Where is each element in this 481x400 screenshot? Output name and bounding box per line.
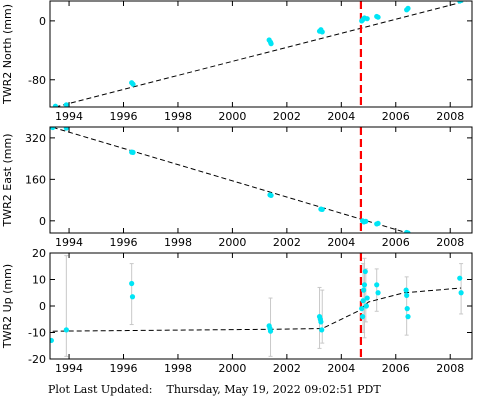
data-point (364, 295, 370, 301)
y-tick-label: -20 (28, 353, 46, 366)
x-tick-label: 2008 (436, 362, 464, 375)
data-point (457, 275, 463, 281)
y-axis-label: TWR2 Up (mm) (1, 264, 14, 349)
x-tick-label: 1998 (164, 236, 192, 249)
panel-frame (49, 126, 473, 234)
data-point (130, 149, 136, 155)
data-point (361, 287, 367, 293)
x-tick-label: 2006 (382, 110, 410, 123)
trend-line (55, 1, 467, 107)
data-point (375, 220, 381, 227)
data-point (364, 16, 370, 22)
data-point (359, 306, 365, 312)
plot-area-up (50, 253, 464, 359)
x-tick-label: 2000 (218, 110, 246, 123)
x-tick-label: 2000 (218, 236, 246, 249)
data-point (52, 103, 59, 107)
data-point (359, 314, 366, 320)
data-point (319, 29, 325, 35)
data-point (267, 328, 274, 334)
x-tick-label: 2002 (273, 362, 301, 375)
data-point (360, 298, 366, 304)
y-tick-label: 0 (39, 15, 46, 28)
data-point (375, 290, 381, 296)
plot-area-east (50, 127, 411, 233)
trend-line (52, 127, 410, 233)
data-point (319, 206, 325, 213)
x-tick-label: 1994 (55, 362, 83, 375)
y-tick-label: 0 (39, 215, 46, 228)
data-point (63, 327, 69, 333)
plot-area-north (52, 1, 467, 107)
y-axis-label: TWR2 North (mm) (1, 4, 14, 105)
data-point (375, 14, 381, 20)
data-point (403, 287, 409, 293)
x-tick-label: 1994 (55, 110, 83, 123)
x-tick-label: 1996 (110, 110, 138, 123)
data-point (374, 282, 380, 288)
data-point (268, 41, 274, 47)
data-point (268, 192, 274, 199)
panel-up: 1994 1996 1998 2000 2002 2004 2006 2008 -20 -10 0 1… (1, 247, 473, 375)
y-tick-label: 320 (25, 132, 46, 145)
panel-east: 1994 1996 1998 2000 2002 2004 2006 2008 0 160 320 T… (1, 126, 473, 249)
x-tick-label: 1998 (164, 110, 192, 123)
data-point (50, 337, 54, 344)
data-point (362, 268, 368, 275)
panel-frame (49, 252, 473, 360)
data-point (63, 127, 69, 131)
data-point (405, 314, 411, 320)
x-tick-label: 2002 (273, 236, 301, 249)
trend-line (52, 287, 462, 332)
x-tick-label: 1996 (110, 236, 138, 249)
y-axis-label: TWR2 East (mm) (1, 134, 14, 228)
footer-label: Plot Last Updated: (48, 383, 153, 396)
y-tick-label: 160 (25, 173, 46, 186)
data-point (458, 290, 464, 296)
data-point (50, 127, 56, 131)
data-point (404, 306, 410, 312)
x-tick-label: 2004 (327, 362, 355, 375)
data-point (363, 218, 369, 224)
x-tick-label: 2008 (436, 110, 464, 123)
data-point (63, 102, 69, 107)
x-tick-label: 2006 (382, 236, 410, 249)
x-tick-label: 2004 (327, 110, 355, 123)
plot-updated-footer: Plot Last Updated: Thursday, May 19, 202… (48, 383, 381, 396)
panel-frame (49, 0, 473, 108)
y-tick-label: 10 (32, 274, 46, 287)
x-tick-label: 2002 (273, 110, 301, 123)
x-tick-label: 1994 (55, 236, 83, 249)
x-tick-label: 2006 (382, 362, 410, 375)
x-tick-label: 1998 (164, 362, 192, 375)
data-point (363, 303, 369, 309)
x-tick-label: 2000 (218, 362, 246, 375)
footer-timestamp: Thursday, May 19, 2022 09:02:51 PDT (166, 383, 381, 396)
y-tick-label: 20 (32, 247, 46, 260)
y-tick-label: 0 (39, 300, 46, 313)
y-tick-label: -80 (28, 74, 46, 87)
data-point (405, 5, 411, 11)
data-point (319, 327, 325, 333)
data-point (404, 292, 410, 298)
x-tick-label: 2004 (327, 236, 355, 249)
y-tick-label: -10 (28, 327, 46, 340)
data-point (129, 280, 135, 287)
data-point (318, 319, 324, 325)
panel-north: 1994 1996 1998 2000 2002 2004 2006 2008 -80 0 TWR2… (1, 0, 473, 123)
x-tick-label: 2008 (436, 236, 464, 249)
data-point (361, 282, 368, 288)
data-point (129, 294, 136, 300)
data-point (130, 81, 136, 87)
x-tick-label: 1996 (110, 362, 138, 375)
data-point (405, 230, 411, 233)
